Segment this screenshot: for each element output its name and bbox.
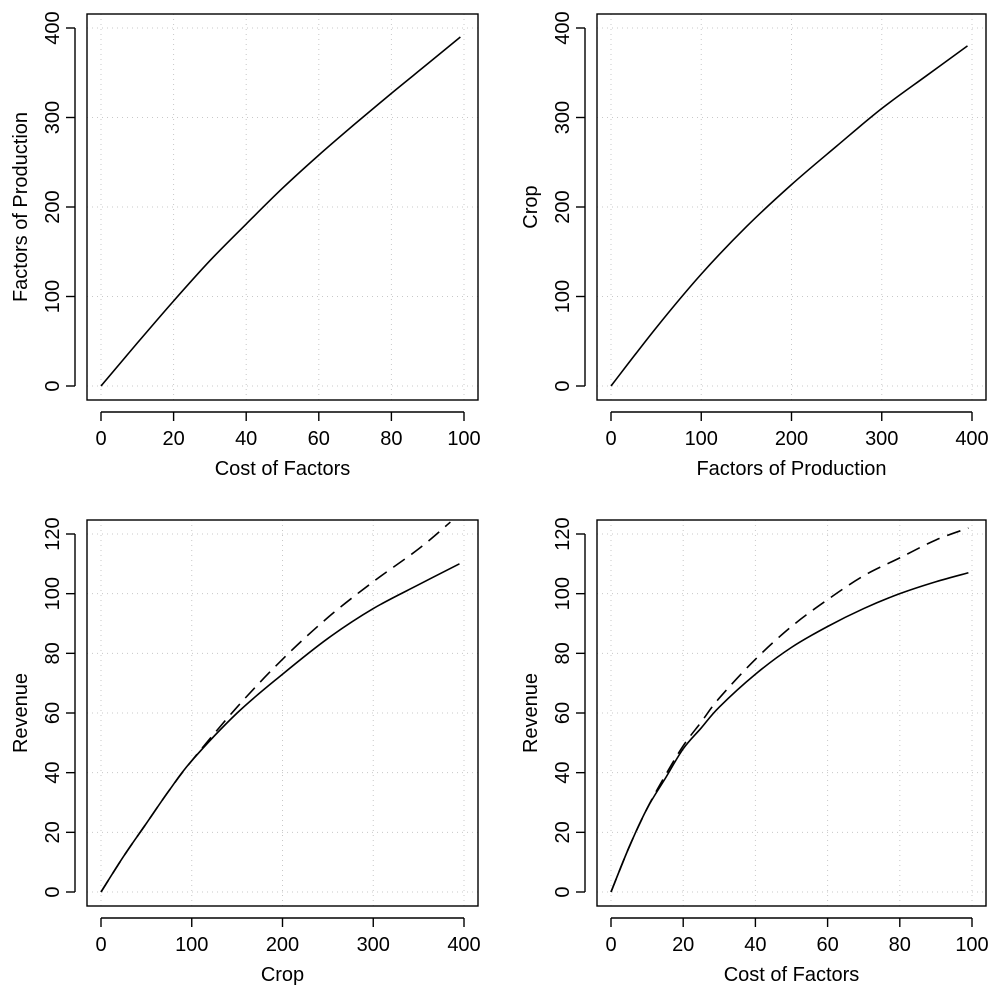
x-tick-label: 80 — [889, 934, 911, 956]
y-tick-label: 60 — [42, 702, 64, 724]
x-axis-label: Crop — [261, 964, 304, 986]
y-tick-label: 200 — [552, 190, 574, 223]
chart-panel-2: 0 100 200 300 400 0 100 200 300 400 Factors of Pro… — [520, 11, 989, 480]
y-tick-label: 80 — [552, 642, 574, 664]
x-tick-label: 300 — [865, 428, 898, 450]
x-tick-label: 60 — [308, 428, 330, 450]
x-tick-label: 400 — [447, 934, 480, 956]
series-line-dashed — [610, 527, 969, 893]
x-tick-label: 0 — [605, 428, 616, 450]
x-tick-label: 0 — [95, 934, 106, 956]
x-tick-label: 0 — [95, 428, 106, 450]
y-tick-label: 80 — [42, 642, 64, 664]
y-tick-label: 60 — [552, 702, 574, 724]
x-tick-label: 200 — [266, 934, 299, 956]
y-axis-label: Factors of Production — [10, 112, 32, 302]
y-tick-label: 400 — [42, 11, 64, 44]
y-axis-label: Revenue — [520, 673, 542, 753]
x-tick-label: 100 — [685, 428, 718, 450]
x-tick-label: 20 — [162, 428, 184, 450]
y-tick-label: 40 — [42, 762, 64, 784]
series-line-solid — [100, 563, 460, 893]
x-tick-label: 80 — [380, 428, 402, 450]
plot-frame — [86, 13, 479, 401]
chart-panel-4: 0 20 40 60 80 100 0 20 40 60 80 100 120 Cost of Facto… — [520, 517, 989, 986]
y-axis-label: Revenue — [10, 673, 32, 753]
y-tick-label: 100 — [552, 577, 574, 610]
series-line-solid — [610, 45, 968, 387]
x-tick-label: 200 — [775, 428, 808, 450]
chart-panel-3: 0 100 200 300 400 0 20 40 60 80 100 120 Crop Revenue — [10, 517, 481, 986]
series-line-dashed — [100, 521, 451, 893]
y-tick-label: 0 — [552, 380, 574, 391]
series-line-solid — [100, 36, 461, 387]
plot-frame — [596, 13, 987, 401]
x-axis-label: Cost of Factors — [215, 458, 351, 480]
y-tick-label: 200 — [42, 190, 64, 223]
x-tick-label: 40 — [744, 934, 766, 956]
x-tick-label: 400 — [955, 428, 988, 450]
y-tick-label: 100 — [42, 577, 64, 610]
y-tick-label: 20 — [552, 821, 574, 843]
chart-panel-1: 0 20 40 60 80 100 0 100 200 300 400 Cost of Factors… — [10, 11, 481, 480]
x-tick-label: 300 — [357, 934, 390, 956]
series-line-solid — [610, 572, 969, 893]
y-tick-label: 120 — [552, 517, 574, 550]
x-tick-label: 0 — [605, 934, 616, 956]
y-axis-label: Crop — [520, 185, 542, 228]
y-tick-label: 0 — [552, 886, 574, 897]
y-tick-label: 0 — [42, 886, 64, 897]
x-tick-label: 100 — [175, 934, 208, 956]
x-tick-label: 20 — [672, 934, 694, 956]
x-tick-label: 100 — [447, 428, 480, 450]
y-tick-label: 120 — [42, 517, 64, 550]
y-tick-label: 0 — [42, 380, 64, 391]
y-tick-label: 400 — [552, 11, 574, 44]
y-tick-label: 300 — [42, 101, 64, 134]
y-tick-label: 20 — [42, 821, 64, 843]
plot-frame — [86, 519, 479, 907]
plot-frame — [596, 519, 987, 907]
x-tick-label: 60 — [816, 934, 838, 956]
y-tick-label: 300 — [552, 101, 574, 134]
y-tick-label: 100 — [552, 280, 574, 313]
y-tick-label: 40 — [552, 762, 574, 784]
x-axis-label: Factors of Production — [696, 458, 886, 480]
x-tick-label: 100 — [955, 934, 988, 956]
y-tick-label: 100 — [42, 280, 64, 313]
x-axis-label: Cost of Factors — [724, 964, 860, 986]
x-tick-label: 40 — [235, 428, 257, 450]
